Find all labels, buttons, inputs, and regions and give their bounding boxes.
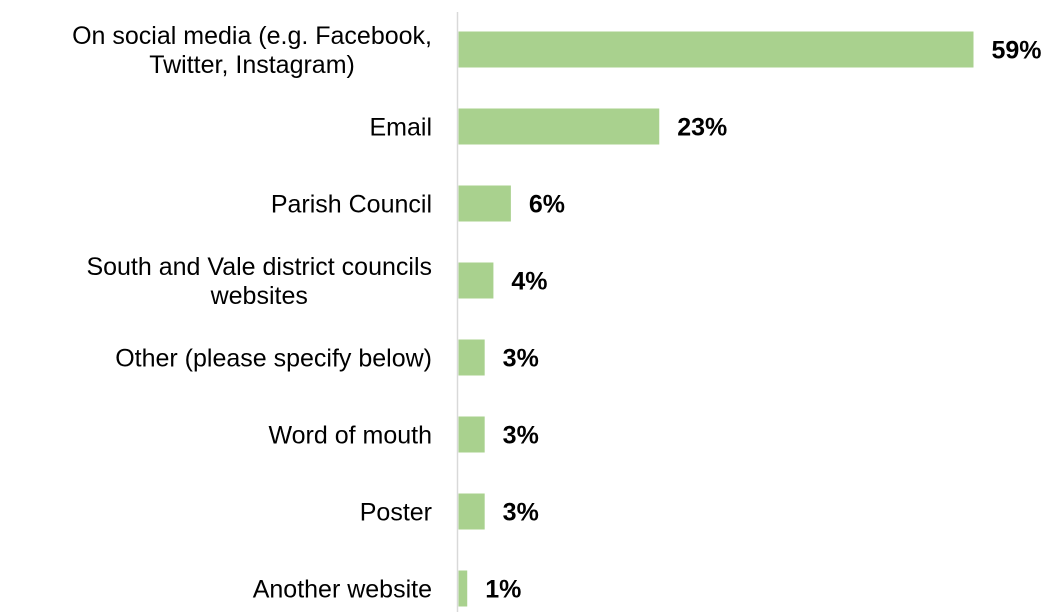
bars-group [458, 31, 974, 607]
category-label: Email [369, 114, 432, 142]
bar-value-label: 3% [503, 499, 539, 527]
category-label: South and Vale district councils websites [86, 253, 432, 310]
category-label: Word of mouth [268, 422, 432, 450]
bar [458, 262, 494, 299]
category-label: Other (please specify below) [115, 345, 432, 373]
category-label-line: Another website [253, 576, 432, 604]
bar [458, 570, 468, 607]
bar-value-label: 1% [485, 576, 521, 604]
bar [458, 108, 660, 145]
bar-value-label: 23% [677, 114, 727, 142]
bar [458, 493, 485, 530]
category-label-line: Other (please specify below) [115, 345, 432, 373]
bar-value-label: 59% [992, 37, 1042, 65]
category-label-line: Poster [360, 499, 432, 527]
bar [458, 31, 974, 68]
category-label-line: On social media (e.g. Facebook, [72, 22, 432, 50]
category-label-line: Parish Council [271, 191, 432, 219]
category-label-line: websites [210, 282, 308, 310]
bar-value-label: 4% [511, 268, 547, 296]
bar [458, 185, 511, 222]
category-label: On social media (e.g. Facebook, Twitter, … [72, 22, 432, 79]
bar [458, 416, 485, 453]
category-label-line: South and Vale district councils [86, 253, 432, 281]
bar-value-label: 3% [503, 422, 539, 450]
category-label: Parish Council [271, 191, 432, 219]
category-labels-group: On social media (e.g. Facebook, Twitter, … [72, 22, 432, 604]
category-label-line: Word of mouth [268, 422, 432, 450]
category-label: Poster [360, 499, 432, 527]
category-label-line: Email [369, 114, 432, 142]
bar-value-label: 6% [529, 191, 565, 219]
value-labels-group: 59% 23% 6% 4% 3% 3% 3% 1% [485, 37, 1041, 604]
bar-value-label: 3% [503, 345, 539, 373]
category-label: Another website [253, 576, 432, 604]
category-label-line: Twitter, Instagram) [149, 51, 355, 79]
bar [458, 339, 485, 376]
